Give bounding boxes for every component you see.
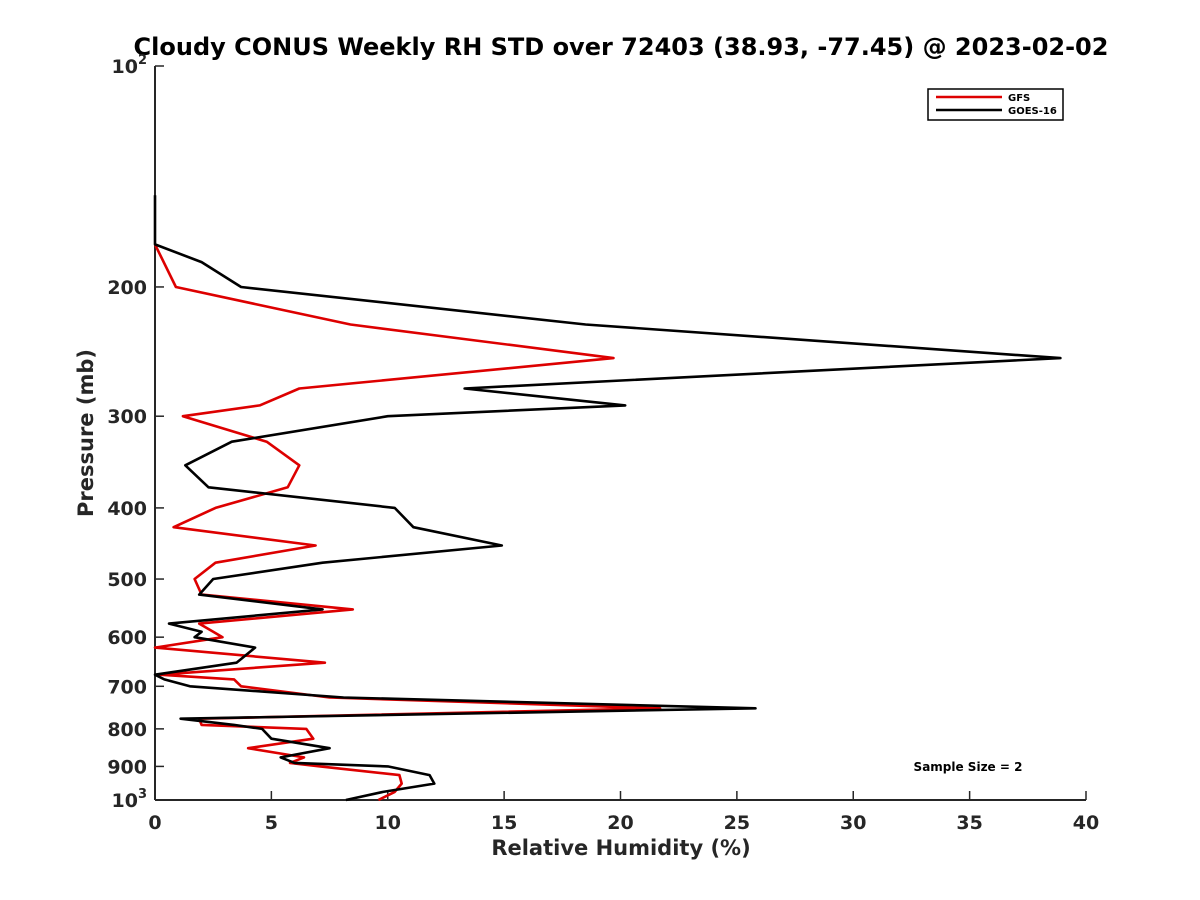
y-tick-label: 103 — [112, 787, 148, 812]
y-axis-label: Pressure (mb) — [74, 349, 98, 517]
series-line-gfs — [153, 243, 662, 802]
legend-label-goes16: GOES-16 — [1008, 106, 1057, 117]
x-tick-label: 15 — [491, 812, 517, 834]
x-tick-label: 30 — [840, 812, 866, 834]
series-layer — [153, 195, 1062, 802]
y-tick-label: 500 — [107, 569, 147, 591]
x-tick-label: 5 — [265, 812, 278, 834]
sample-size-annotation: Sample Size = 2 — [914, 760, 1023, 774]
x-tick-label: 10 — [375, 812, 401, 834]
y-tick-label: 900 — [107, 756, 147, 778]
x-tick-label: 40 — [1073, 812, 1099, 834]
y-tick-label: 800 — [107, 719, 147, 741]
y-tick-label: 200 — [107, 277, 147, 299]
x-tick-label: 20 — [607, 812, 633, 834]
plot-area: 0 5 10 15 20 25 30 35 40 102 200 300 400 500 600 700 800… — [107, 53, 1099, 834]
x-tick-label: 0 — [148, 812, 161, 834]
y-tick-label: 300 — [107, 406, 147, 428]
axis-ticks: 0 5 10 15 20 25 30 35 40 102 200 300 400 500 600 700 800… — [107, 53, 1099, 834]
x-axis-label: Relative Humidity (%) — [491, 836, 750, 860]
x-tick-label: 35 — [956, 812, 982, 834]
x-tick-label: 25 — [724, 812, 750, 834]
legend: GFS GOES-16 — [927, 88, 1064, 121]
y-tick-label: 700 — [107, 676, 147, 698]
y-tick-label: 102 — [112, 53, 148, 78]
chart-title: Cloudy CONUS Weekly RH STD over 72403 (3… — [134, 33, 1109, 61]
y-tick-label: 600 — [107, 627, 147, 649]
series-line-goes-16 — [153, 195, 1062, 802]
y-tick-label: 400 — [107, 498, 147, 520]
legend-label-gfs: GFS — [1008, 93, 1030, 104]
legend-box — [927, 88, 1064, 121]
